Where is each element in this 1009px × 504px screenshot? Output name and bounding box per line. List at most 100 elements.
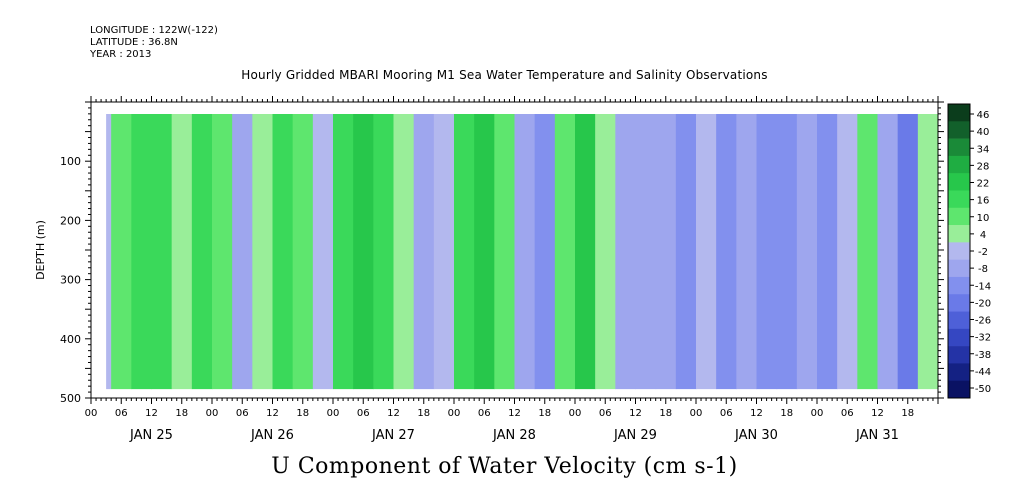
- colorbar-label: -32: [975, 333, 991, 344]
- heatmap-cell-33: [756, 114, 778, 390]
- colorbar-label: 22: [977, 179, 990, 190]
- heatmap-cell-24: [575, 114, 596, 390]
- heatmap-cell-41: [917, 114, 939, 390]
- heatmap-cell-9: [272, 114, 294, 390]
- x-tick-label: 00: [448, 408, 461, 419]
- heatmap-cell-10: [292, 114, 314, 390]
- heatmap-cell-0: [106, 114, 112, 390]
- heatmap-cell-17: [433, 114, 455, 390]
- colorbar-swatch-6: [948, 207, 970, 226]
- colorbar-label: 4: [980, 230, 986, 241]
- colorbar-swatch-1: [948, 121, 970, 139]
- heatmap-cell-11: [312, 114, 334, 390]
- x-tick-label: 12: [750, 408, 763, 419]
- colorbar-swatch-9: [948, 259, 970, 278]
- x-tick-label: 18: [538, 408, 551, 419]
- colorbar-label: 46: [977, 110, 990, 121]
- heatmap-cell-19: [474, 114, 495, 390]
- heatmap-cell-37: [837, 114, 858, 390]
- heatmap-cell-20: [494, 114, 515, 390]
- heatmap-cell-21: [514, 114, 536, 390]
- day-label: JAN 27: [371, 428, 415, 443]
- x-tick-label: 12: [508, 408, 521, 419]
- heatmap-cell-8: [252, 114, 273, 390]
- colorbar-label: -2: [978, 247, 988, 258]
- colorbar-swatch-8: [948, 242, 970, 260]
- colorbar-label: 34: [977, 144, 990, 155]
- heatmap-cell-15: [393, 114, 415, 390]
- colorbar-label: -14: [975, 281, 991, 292]
- colorbar-label: 40: [977, 127, 990, 138]
- heatmap-cell-13: [353, 114, 374, 390]
- longitude-label: LONGITUDE : 122W(-122): [90, 25, 218, 36]
- heatmap-cell-6: [212, 114, 233, 390]
- heatmap-cell-26: [615, 114, 636, 390]
- colorbar-swatch-14: [948, 346, 970, 364]
- x-tick-label: 18: [296, 408, 309, 419]
- colorbar-label: -8: [978, 264, 988, 275]
- heatmap-cell-12: [333, 114, 354, 390]
- colorbar-label: -26: [975, 316, 991, 327]
- x-tick-label: 18: [780, 408, 793, 419]
- colorbar-label: 16: [977, 196, 990, 207]
- latitude-label: LATITUDE : 36.8N: [90, 37, 178, 48]
- x-tick-label: 06: [841, 408, 854, 419]
- colorbar-swatch-12: [948, 311, 970, 330]
- heatmap-cell-25: [595, 114, 616, 390]
- heatmap-cell-3: [151, 114, 173, 390]
- x-tick-label: 12: [266, 408, 279, 419]
- colorbar-label: 10: [977, 213, 990, 224]
- heatmap-cell-34: [776, 114, 798, 390]
- x-tick-label: 00: [206, 408, 219, 419]
- colorbar-label: 28: [977, 161, 990, 172]
- chart-title: Hourly Gridded MBARI Mooring M1 Sea Wate…: [241, 68, 768, 82]
- x-tick-label: 06: [720, 408, 733, 419]
- colorbar-swatch-13: [948, 328, 970, 347]
- colorbar-swatch-7: [948, 225, 970, 243]
- colorbar-swatch-5: [948, 190, 970, 209]
- heatmap-cell-16: [413, 114, 435, 390]
- x-tick-label: 00: [690, 408, 703, 419]
- colorbar-swatch-10: [948, 276, 970, 295]
- colorbar-swatch-15: [948, 363, 970, 382]
- colorbar-swatch-0: [948, 104, 970, 122]
- heatmap-cell-29: [675, 114, 697, 390]
- x-tick-label: 18: [417, 408, 430, 419]
- heatmap-cell-4: [171, 114, 193, 390]
- x-tick-label: 06: [115, 408, 128, 419]
- x-tick-label: 12: [871, 408, 884, 419]
- y-tick-label: 300: [60, 274, 81, 287]
- y-tick-label: 100: [60, 155, 81, 168]
- day-label: JAN 26: [250, 428, 294, 443]
- day-label: JAN 25: [129, 428, 173, 443]
- heatmap-cell-30: [696, 114, 717, 390]
- y-tick-label: 400: [60, 333, 81, 346]
- heatmap-cell-23: [554, 114, 576, 390]
- heatmap-cell-1: [111, 114, 132, 390]
- colorbar-label: -20: [975, 298, 991, 309]
- day-label: JAN 28: [492, 428, 536, 443]
- colorbar-label: -38: [975, 350, 991, 361]
- heatmap-cell-14: [373, 114, 394, 390]
- heatmap-cell-28: [655, 114, 677, 390]
- colorbar-swatch-11: [948, 294, 970, 312]
- x-tick-label: 00: [85, 408, 98, 419]
- day-label: JAN 29: [613, 428, 657, 443]
- day-label: JAN 31: [855, 428, 899, 443]
- y-tick-label: 500: [60, 392, 81, 405]
- colorbar-label: -50: [975, 384, 991, 395]
- x-tick-label: 12: [629, 408, 642, 419]
- x-tick-label: 00: [327, 408, 340, 419]
- colorbar-swatch-4: [948, 173, 970, 191]
- heatmap-cell-32: [736, 114, 757, 390]
- heatmap-cell-31: [716, 114, 737, 390]
- heatmap-cell-40: [897, 114, 919, 390]
- x-tick-label: 06: [357, 408, 370, 419]
- x-tick-label: 12: [145, 408, 158, 419]
- heatmap-cell-18: [454, 114, 475, 390]
- heatmap-cell-7: [232, 114, 253, 390]
- heatmap-cell-35: [796, 114, 818, 390]
- heatmap-cell-22: [534, 114, 556, 390]
- colorbar-swatch-3: [948, 155, 970, 174]
